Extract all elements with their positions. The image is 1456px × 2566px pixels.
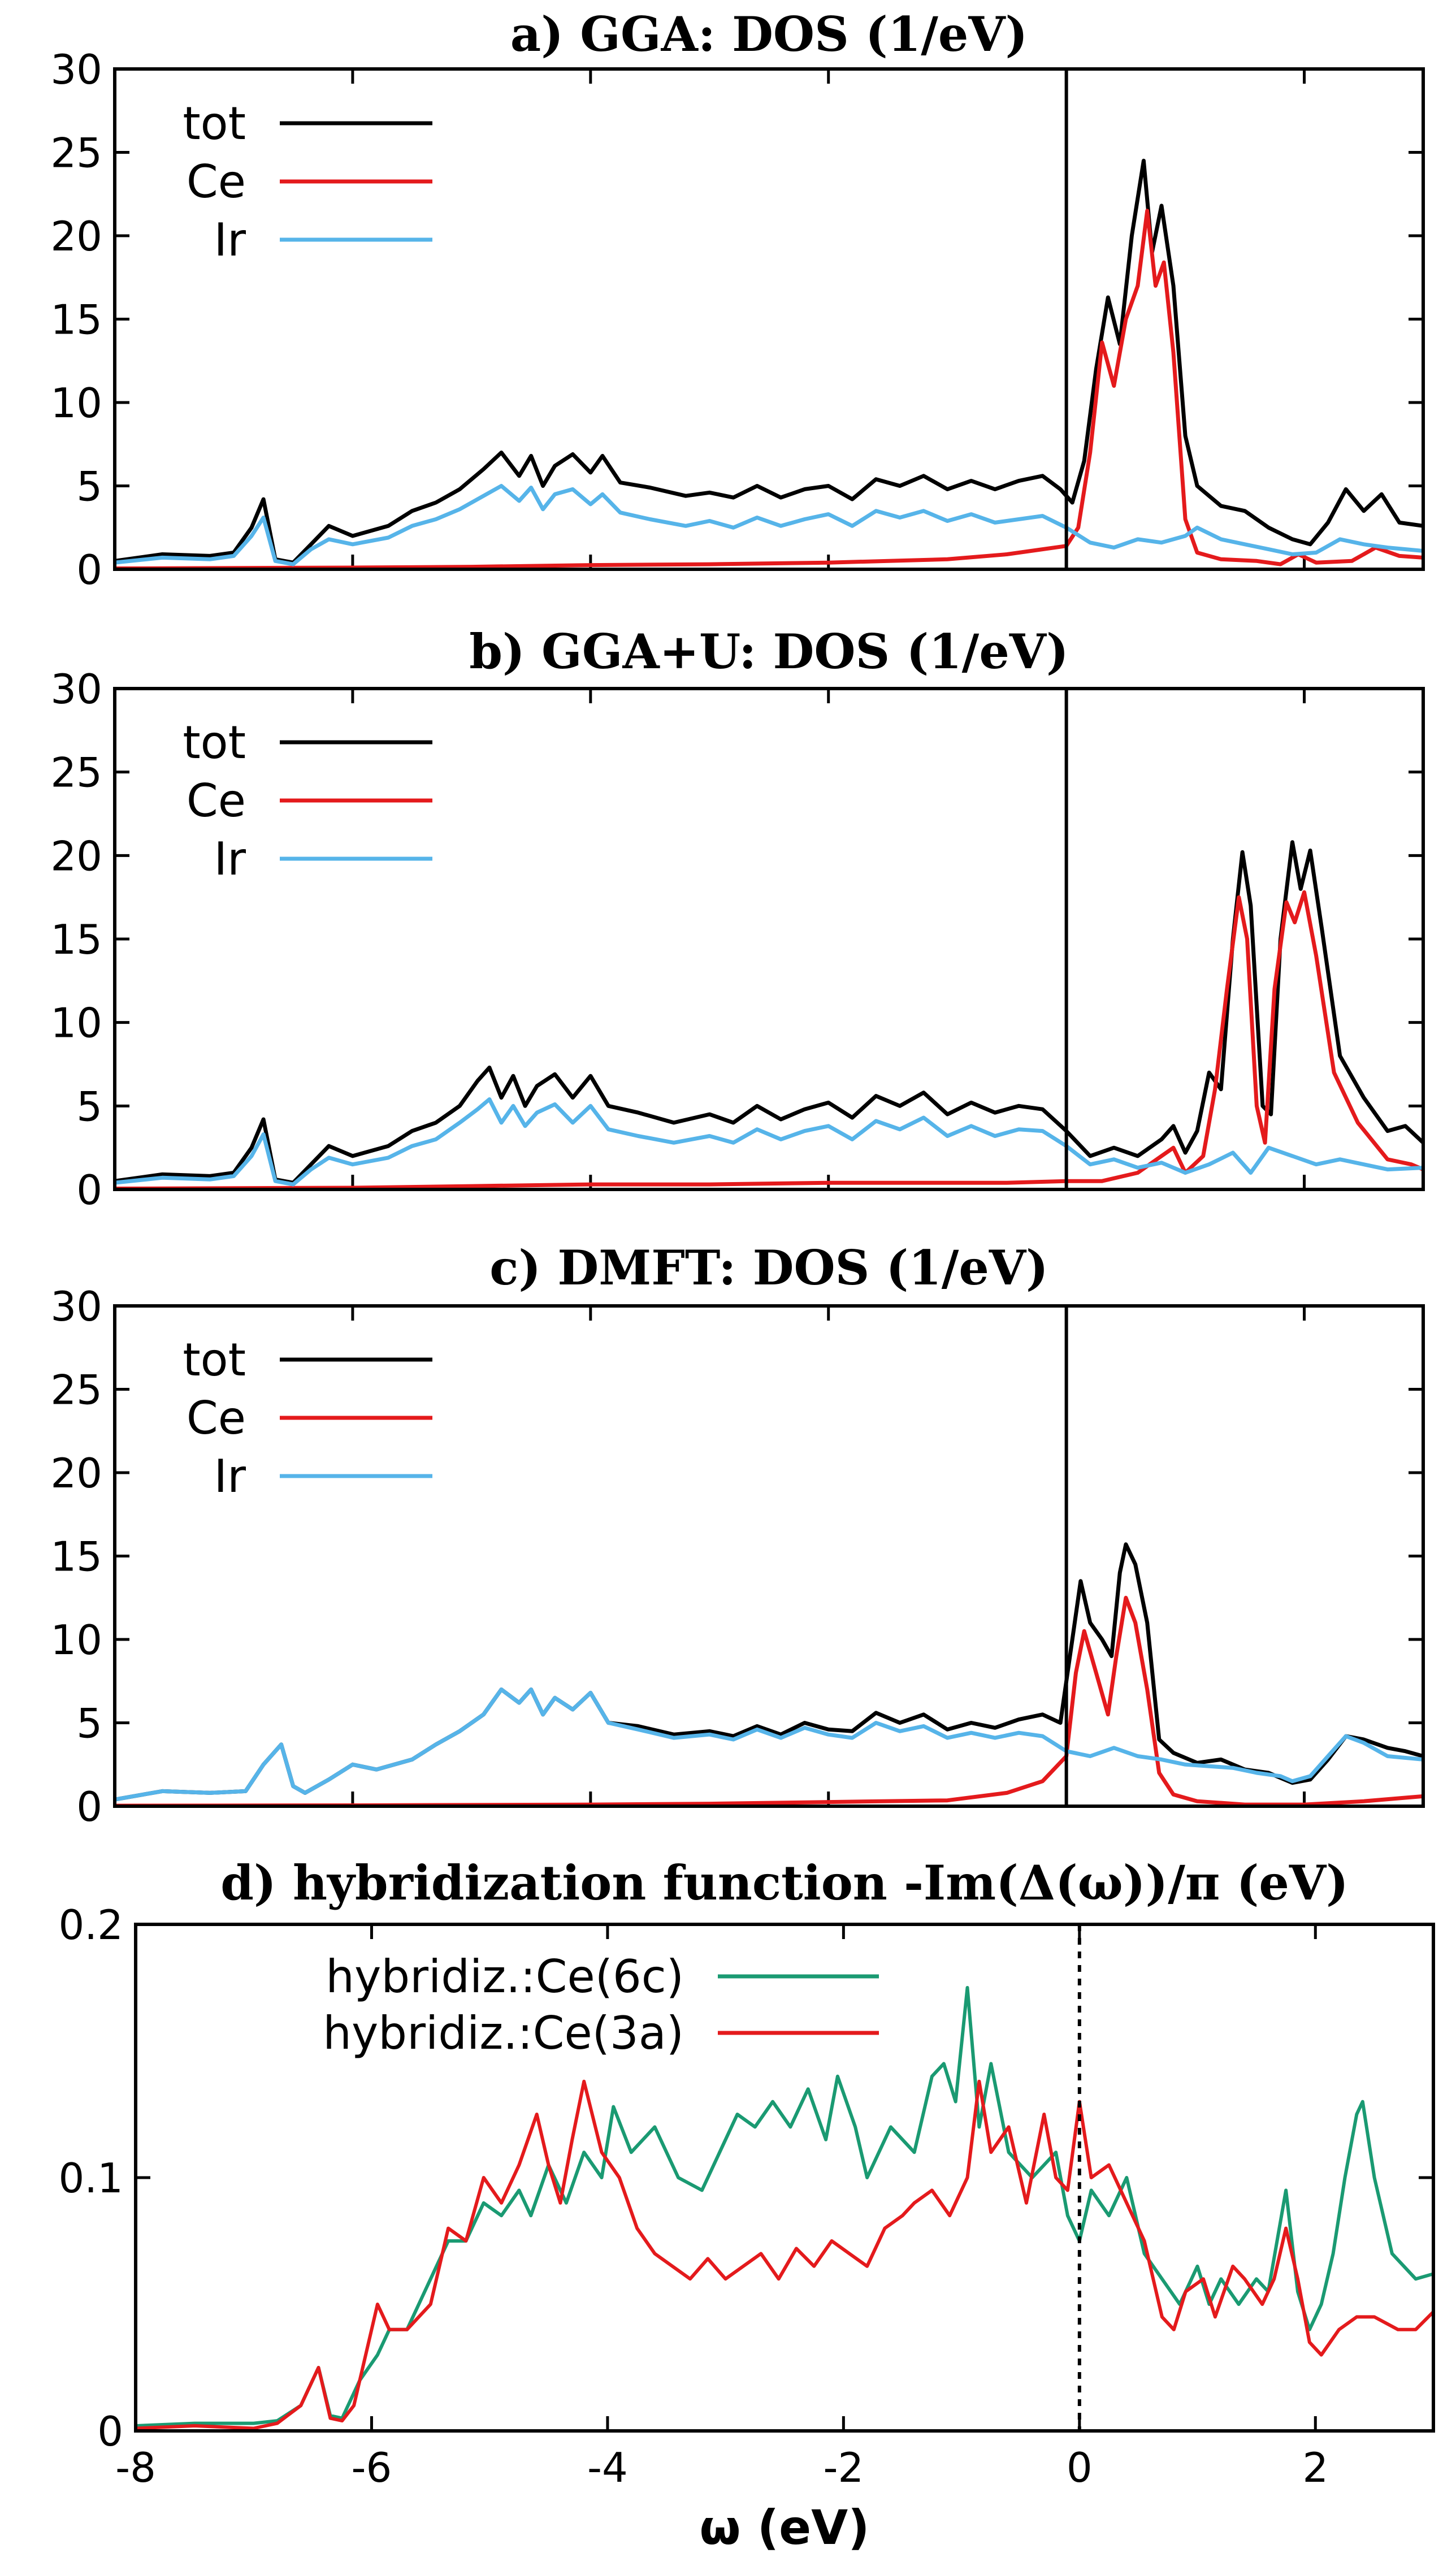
y-tick-label: 15 <box>50 296 102 344</box>
y-tick-label: 30 <box>50 46 102 93</box>
legend-label: Ce <box>187 774 246 827</box>
legend-label: Ir <box>214 833 246 885</box>
legend-label: tot <box>183 1334 246 1386</box>
panel-d-hybridization-function: d) hybridization function -Im(Δ(ω))/π (e… <box>58 1855 1433 2555</box>
series-group <box>115 1544 1423 1806</box>
x-tick-label: -6 <box>352 2444 392 2491</box>
legend-label: tot <box>183 716 246 769</box>
legend: tot Ce Ir <box>183 1334 432 1503</box>
y-tick-label: 15 <box>50 916 102 963</box>
y-tick-label: 0.1 <box>58 2154 123 2202</box>
legend-label: hybridiz.:Ce(3a) <box>323 2007 684 2059</box>
y-tick-label: 0.2 <box>58 1901 123 1949</box>
x-tick-label: 0 <box>1067 2444 1093 2491</box>
x-axis-label: ω (eV) <box>699 2500 869 2555</box>
series-line-ce <box>115 892 1423 1188</box>
series-line-tot <box>115 161 1423 562</box>
y-tick-label: 15 <box>50 1533 102 1581</box>
legend-label: Ce <box>187 155 246 208</box>
y-tick-label: 0 <box>76 546 102 594</box>
plot-frame <box>115 69 1423 569</box>
y-tick-label: 30 <box>50 665 102 713</box>
panel-c-dmft-dos: c) DMFT: DOS (1/eV) 0 5 10 15 20 25 30 tot Ce Ir <box>50 1240 1423 1831</box>
chart-title: c) DMFT: DOS (1/eV) <box>489 1240 1048 1296</box>
x-tick-label: -4 <box>587 2444 628 2491</box>
series-line-ce <box>115 1598 1423 1806</box>
figure: a) GGA: DOS (1/eV)051015202530totCeIr b)… <box>0 0 1456 2566</box>
y-tick-label: 20 <box>50 832 102 880</box>
legend-label: tot <box>183 97 246 150</box>
y-tick-label: 25 <box>50 1366 102 1414</box>
series-group <box>115 842 1423 1189</box>
legend-label: Ir <box>214 214 246 266</box>
chart-title: b) GGA+U: DOS (1/eV) <box>469 624 1068 680</box>
y-tick-label: 5 <box>76 1700 102 1747</box>
chart-title: d) hybridization function -Im(Δ(ω))/π (e… <box>220 1855 1349 1911</box>
legend-label: Ce <box>187 1392 246 1444</box>
series-line-ce <box>115 211 1423 569</box>
x-tick-label: 2 <box>1302 2444 1328 2491</box>
chart-title: a) GGA: DOS (1/eV) <box>510 6 1028 62</box>
y-tick-label: 5 <box>76 1083 102 1130</box>
y-tick-label: 5 <box>76 463 102 510</box>
series-line-tot <box>115 1544 1423 1799</box>
series-line-ir <box>115 486 1423 565</box>
x-tick-label: -8 <box>115 2444 156 2491</box>
y-tick-label: 20 <box>50 213 102 260</box>
y-tick-label: 25 <box>50 129 102 177</box>
y-tick-label: 20 <box>50 1449 102 1497</box>
y-tick-label: 10 <box>50 999 102 1047</box>
y-tick-label: 25 <box>50 749 102 797</box>
y-tick-label: 10 <box>50 379 102 427</box>
series-line-ir <box>115 1690 1423 1800</box>
legend-label: hybridiz.:Ce(6c) <box>326 1950 684 2003</box>
series-line-tot <box>115 842 1423 1183</box>
series-group <box>115 161 1423 568</box>
series-line-hybridiz-ce-3a <box>136 2082 1433 2429</box>
y-tick-label: 30 <box>50 1283 102 1330</box>
x-tick-label: -2 <box>823 2444 864 2491</box>
legend-label: Ir <box>214 1450 246 1503</box>
y-tick-label: 0 <box>76 1783 102 1831</box>
y-tick-label: 10 <box>50 1616 102 1664</box>
legend: hybridiz.:Ce(6c)hybridiz.:Ce(3a) <box>323 1950 879 2059</box>
y-tick-label: 0 <box>76 1166 102 1214</box>
